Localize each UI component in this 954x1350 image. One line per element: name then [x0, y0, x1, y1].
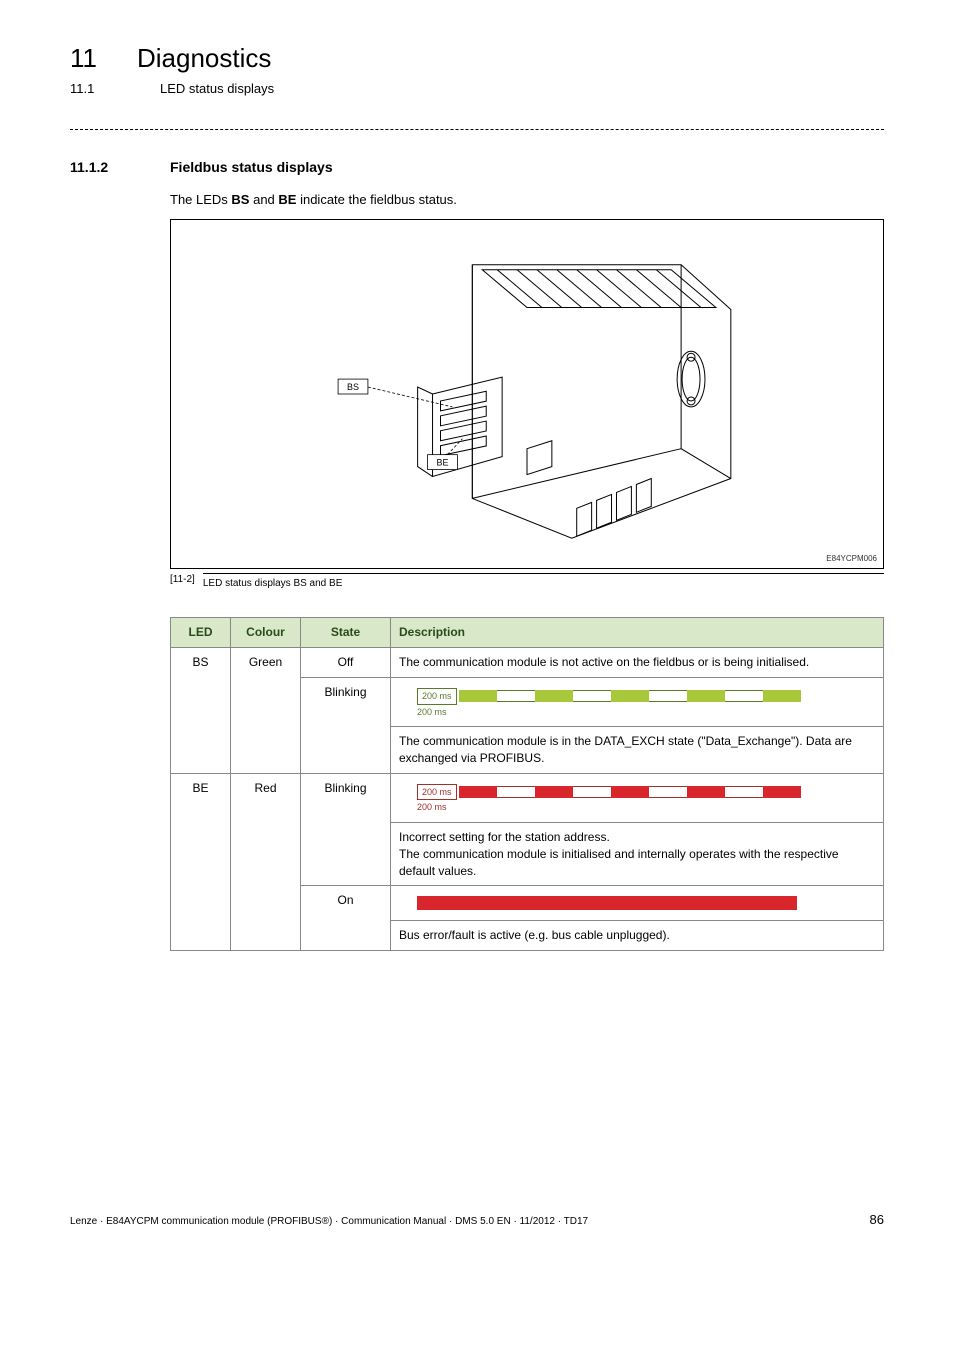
section-number: 11.1.2: [70, 158, 130, 178]
section-heading: 11.1.2 Fieldbus status displays: [70, 158, 884, 178]
blink-on-seg: [535, 786, 573, 798]
caption-number: [11-2]: [170, 573, 195, 587]
blink-off-seg: [725, 690, 763, 702]
th-desc: Description: [391, 618, 884, 648]
section-title: Fieldbus status displays: [170, 158, 333, 178]
subsection-number: 11.1: [70, 80, 120, 98]
page-number: 86: [870, 1211, 884, 1229]
intro-mid: and: [249, 192, 278, 207]
divider: [70, 129, 884, 130]
cell-bs-colour: Green: [231, 648, 301, 774]
blink-off-seg: [725, 786, 763, 798]
cell-be-blink-desc: Incorrect setting for the station addres…: [391, 822, 884, 885]
led-table: LED Colour State Description BS Green Of…: [170, 617, 884, 951]
table-row: BS Green Off The communication module is…: [171, 648, 884, 678]
cell-be-on-state: On: [301, 886, 391, 951]
figure-caption: [11-2] LED status displays BS and BE: [170, 573, 884, 591]
caption-text: LED status displays BS and BE: [203, 577, 884, 591]
cell-bs-blink-desc: The communication module is in the DATA_…: [391, 727, 884, 774]
blink-on-seg: [687, 690, 725, 702]
figure-bs-label: BS: [347, 382, 359, 392]
caption-rule: [203, 573, 884, 574]
subsection-title: LED status displays: [160, 80, 274, 98]
figure-code: E84YCPM006: [826, 553, 877, 564]
blink-on-label: 200 ms: [417, 688, 457, 705]
blink-off-seg: [649, 786, 687, 798]
blink-on-seg: [763, 786, 801, 798]
blink-on-seg: [611, 786, 649, 798]
device-illustration: BS BE: [171, 220, 883, 568]
chapter-header: 11 Diagnostics: [70, 40, 884, 76]
th-state: State: [301, 618, 391, 648]
chapter-number: 11: [70, 40, 97, 76]
blink-off-label: 200 ms: [417, 706, 447, 719]
table-header-row: LED Colour State Description: [171, 618, 884, 648]
intro-text: The LEDs BS and BE indicate the fieldbus…: [170, 191, 884, 209]
blink-off-seg: [497, 690, 535, 702]
th-colour: Colour: [231, 618, 301, 648]
blink-on-seg: [535, 690, 573, 702]
cell-bs-blink-pattern: 200 ms 200 ms: [391, 677, 884, 726]
cell-bs-off-state: Off: [301, 648, 391, 678]
page-footer: Lenze · E84AYCPM communication module (P…: [70, 1211, 884, 1229]
blink-on-seg: [687, 786, 725, 798]
cell-be-blink-state: Blinking: [301, 773, 391, 886]
blink-off-seg: [497, 786, 535, 798]
cell-bs-blink-state: Blinking: [301, 677, 391, 773]
footer-text: Lenze · E84AYCPM communication module (P…: [70, 1215, 588, 1229]
blink-pattern-green: 200 ms: [417, 688, 801, 705]
blink-off-seg: [573, 690, 611, 702]
th-led: LED: [171, 618, 231, 648]
blink-off-seg: [649, 690, 687, 702]
blink-on-label: 200 ms: [417, 784, 457, 801]
cell-be-on-pattern: [391, 886, 884, 921]
cell-be-on-desc: Bus error/fault is active (e.g. bus cabl…: [391, 921, 884, 951]
intro-be: BE: [278, 192, 296, 207]
blink-on-seg: [459, 690, 497, 702]
blink-on-seg: [763, 690, 801, 702]
blink-on-seg: [611, 690, 649, 702]
chapter-title: Diagnostics: [137, 40, 271, 76]
cell-be-led: BE: [171, 773, 231, 950]
cell-bs-off-desc: The communication module is not active o…: [391, 648, 884, 678]
intro-bs: BS: [231, 192, 249, 207]
intro-post: indicate the fieldbus status.: [296, 192, 456, 207]
figure: BS BE E84YCPM006: [170, 219, 884, 569]
table-row: BE Red Blinking 200 ms: [171, 773, 884, 822]
figure-be-label: BE: [437, 458, 449, 468]
blink-on-seg: [459, 786, 497, 798]
intro-pre: The LEDs: [170, 192, 231, 207]
cell-be-colour: Red: [231, 773, 301, 950]
cell-be-blink-pattern: 200 ms 200 ms: [391, 773, 884, 822]
on-bar-red: [417, 896, 797, 910]
cell-bs-led: BS: [171, 648, 231, 774]
blink-off-label: 200 ms: [417, 801, 447, 814]
subsection-header: 11.1 LED status displays: [70, 80, 884, 98]
blink-off-seg: [573, 786, 611, 798]
blink-pattern-red: 200 ms: [417, 784, 801, 801]
